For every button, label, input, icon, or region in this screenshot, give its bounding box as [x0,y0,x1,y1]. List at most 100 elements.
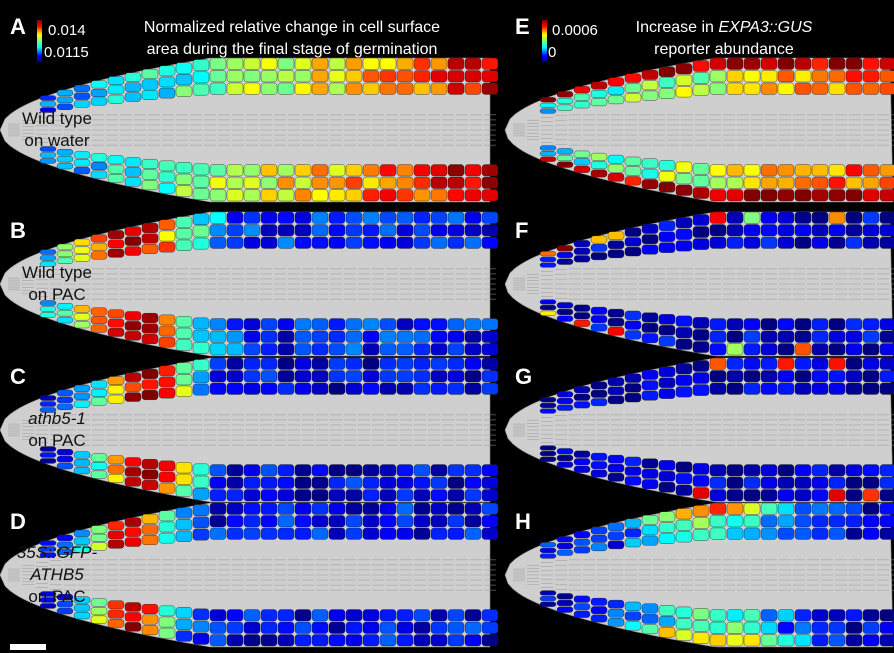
cell [539,456,557,462]
cell [624,528,642,538]
cell [743,82,761,95]
cell [675,606,693,618]
cell [556,104,574,111]
cell [226,343,244,356]
cell [675,338,693,350]
cell [379,370,397,383]
cell [141,625,159,636]
cell [158,532,176,544]
cell [345,343,363,356]
cell [73,611,91,620]
cell [590,323,608,332]
cell [879,189,894,202]
cell [124,372,142,382]
cell [675,161,693,173]
cell [413,176,431,189]
cell [624,466,642,476]
cell [675,374,693,386]
cell [107,474,125,483]
cell [56,316,74,324]
cell [430,224,448,237]
cell [328,211,346,224]
cell [90,324,108,333]
cell [328,527,346,540]
cell [828,82,846,95]
cell [447,476,465,489]
cell [743,70,761,83]
cell [73,459,91,467]
cell [760,70,778,83]
cell [73,305,91,313]
cell [124,537,142,547]
cell [709,382,727,395]
cell [760,489,778,502]
cell [692,226,710,238]
cell [658,627,676,638]
cell [311,382,329,395]
cell [379,70,397,83]
cell [573,610,591,618]
cell [73,537,91,545]
cell [794,70,812,83]
cell [777,236,795,249]
cell [39,255,57,261]
cell [124,226,142,236]
cell [362,57,380,70]
cell [464,164,482,177]
cell [175,462,193,474]
cell [447,502,465,515]
cell [260,357,278,370]
cell [362,318,380,331]
cell [56,541,74,549]
cell [379,318,397,331]
cell [141,513,159,524]
row-label: Wild type [22,263,92,282]
cell [107,464,125,474]
cell [345,164,363,177]
cell [794,609,812,622]
cell [39,95,57,101]
cell [362,476,380,489]
cell [641,369,659,380]
cell [556,308,574,316]
cell [192,359,210,371]
cell [743,489,761,502]
cell [709,164,727,177]
cell [39,312,57,318]
cell [345,634,363,647]
cell [658,66,676,77]
cell [379,515,397,528]
cell [709,318,727,331]
cell [447,357,465,370]
cell [226,176,244,189]
cell [447,224,465,237]
cell [73,466,91,475]
cell [464,489,482,502]
cell [658,522,676,533]
cell [413,382,431,395]
cell [658,366,676,377]
cell [828,343,846,356]
cell [811,189,829,202]
cell [828,464,846,477]
cell [413,464,431,477]
cell [328,634,346,647]
cell [430,464,448,477]
cell [192,475,210,488]
cell [209,489,227,502]
cell [845,343,863,356]
cell [277,318,295,331]
cell [641,312,659,323]
cell [277,211,295,224]
cell [328,318,346,331]
cell [396,634,414,647]
cell [743,609,761,622]
cell [447,164,465,177]
cell [675,519,693,531]
cell [260,189,278,202]
cell [362,464,380,477]
cell [430,318,448,331]
cell [573,101,591,109]
cell [379,464,397,477]
